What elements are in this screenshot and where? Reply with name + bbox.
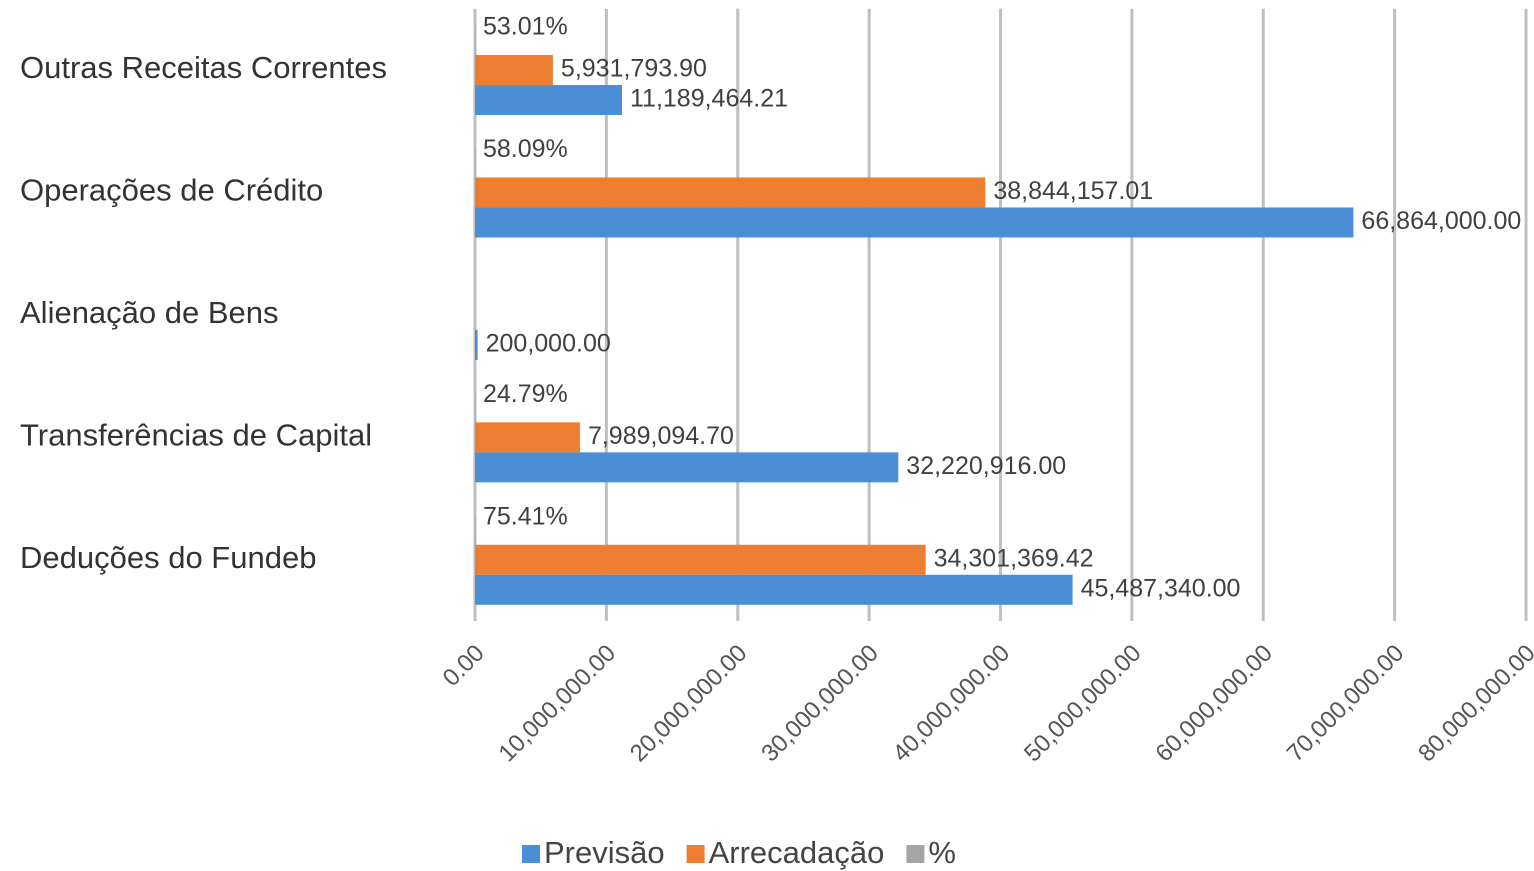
legend-swatch — [906, 845, 925, 863]
legend-label: % — [928, 835, 956, 870]
bar — [475, 452, 899, 483]
bar — [475, 514, 476, 545]
data-label: 58.09% — [483, 135, 568, 163]
bar — [475, 329, 478, 360]
data-label: 75.41% — [483, 502, 568, 530]
bar — [475, 207, 1354, 238]
data-label: 53.01% — [483, 13, 568, 41]
data-label: 34,301,369.42 — [934, 544, 1094, 572]
category-label: Deduções do Fundeb — [20, 540, 316, 575]
bar — [475, 25, 476, 56]
category-label: Alienação de Bens — [20, 295, 279, 330]
legend-label: Previsão — [544, 835, 665, 870]
bar — [475, 85, 623, 116]
category-label: Operações de Crédito — [20, 173, 323, 208]
x-tick-label: 10,000,000.00 — [493, 640, 621, 768]
data-label: 11,189,464.21 — [630, 85, 788, 113]
data-label: 7,989,094.70 — [588, 422, 734, 450]
x-tick-label: 40,000,000.00 — [888, 640, 1016, 768]
data-label: 5,931,793.90 — [561, 55, 707, 83]
bar — [475, 574, 1073, 605]
legend-swatch — [522, 845, 540, 863]
data-label: 200,000.00 — [486, 330, 611, 358]
data-label: 45,487,340.00 — [1081, 574, 1241, 602]
bar — [475, 147, 476, 178]
bar — [475, 55, 553, 86]
x-tick-label: 70,000,000.00 — [1282, 640, 1410, 768]
data-label: 66,864,000.00 — [1361, 207, 1521, 235]
x-tick-label: 60,000,000.00 — [1150, 640, 1278, 768]
data-label: 24.79% — [483, 380, 568, 408]
x-tick-label: 80,000,000.00 — [1413, 640, 1534, 768]
category-label: Transferências de Capital — [20, 418, 372, 453]
bar — [475, 422, 580, 453]
bar — [475, 177, 986, 208]
x-tick-label: 50,000,000.00 — [1019, 640, 1147, 768]
x-tick-label: 20,000,000.00 — [625, 640, 753, 768]
data-label: 32,220,916.00 — [906, 452, 1066, 480]
bar — [475, 392, 476, 423]
legend-swatch — [686, 845, 705, 863]
x-tick-label: 0.00 — [438, 640, 490, 692]
data-label: 38,844,157.01 — [993, 177, 1153, 205]
legend-label: Arrecadação — [709, 835, 885, 870]
x-tick-label: 30,000,000.00 — [756, 640, 884, 768]
bar — [475, 544, 926, 575]
category-label: Outras Receitas Correntes — [20, 50, 387, 85]
